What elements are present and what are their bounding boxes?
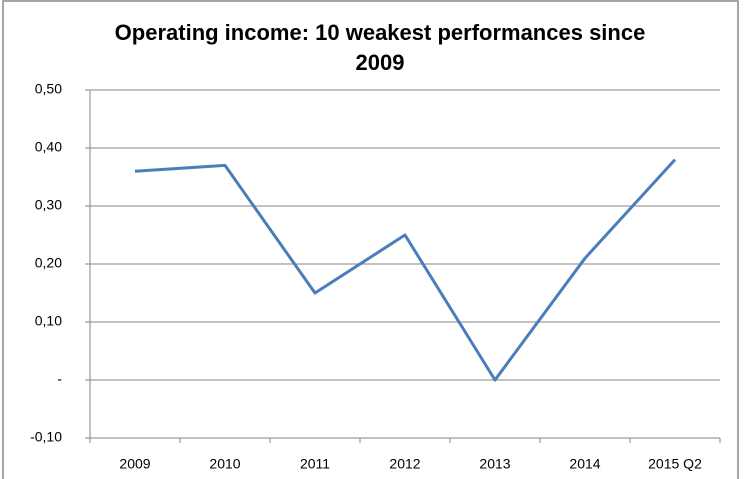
x-tick-label: 2010 [209, 456, 240, 472]
y-tick-label: 0,30 [35, 197, 62, 213]
x-tick-label: 2013 [479, 456, 510, 472]
chart-title: Operating income: 10 weakest performance… [114, 20, 646, 75]
y-tick-label: 0,40 [35, 139, 62, 155]
x-tick-label: 2009 [119, 456, 150, 472]
data-line [134, 158, 677, 382]
x-tick-label: 2014 [569, 456, 600, 472]
x-tick-label: 2012 [389, 456, 420, 472]
y-tick-label: 0,50 [35, 81, 62, 97]
y-tick-label: 0,10 [35, 313, 62, 329]
x-tick-label: 2011 [300, 456, 330, 472]
x-tick-label: 2015 Q2 [648, 456, 702, 472]
y-tick-label: -0,10 [30, 429, 62, 445]
y-tick-label: 0,20 [35, 255, 62, 271]
y-tick-label: - [57, 371, 62, 387]
